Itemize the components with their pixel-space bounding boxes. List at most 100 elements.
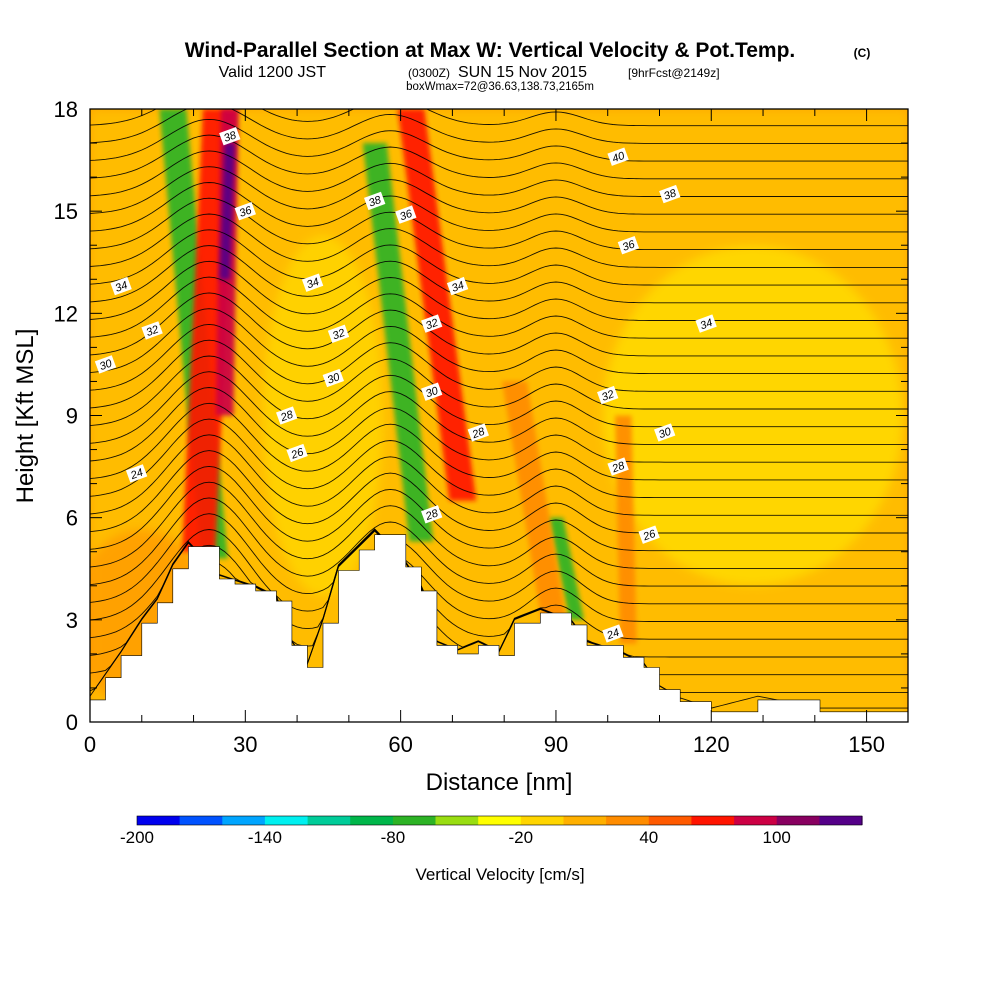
contour-label-bg [421, 382, 443, 401]
contour-label: 28 [421, 505, 443, 524]
theta-isoline [90, 528, 908, 640]
x-axis-title: Distance [nm] [426, 769, 573, 796]
theta-isoline [90, 109, 908, 144]
contour-label: 24 [125, 464, 148, 483]
subtitle-valid: Valid 1200 JST [219, 64, 327, 81]
contour-label: 38 [219, 127, 241, 146]
updraft-band [502, 381, 569, 634]
contour-label-text: 30 [424, 385, 440, 401]
colorbar-swatch [606, 816, 650, 825]
contour-label-text: 32 [145, 324, 161, 339]
contour-label-text: 36 [238, 204, 254, 220]
contour-label-bg [322, 368, 344, 388]
y-tick-label: 12 [54, 301, 78, 326]
theta-isoline [90, 497, 908, 587]
contour-label-text: 38 [222, 129, 238, 145]
contour-label: 36 [395, 205, 417, 224]
y-tick-label: 18 [54, 97, 78, 122]
contour-label-text: 28 [278, 408, 295, 424]
x-tick-label: 120 [693, 732, 730, 757]
contour-label-text: 32 [424, 317, 440, 332]
contour-label-bg [607, 147, 629, 166]
colorbar-swatch [563, 816, 607, 825]
theta-isoline [90, 402, 908, 481]
x-tick-label: 0 [84, 732, 96, 757]
contour-label-bg [125, 464, 148, 483]
contour-label-bg [607, 457, 629, 476]
contour-label-bg [94, 355, 117, 374]
contour-label: 38 [659, 184, 681, 204]
colorbar-swatch [478, 816, 522, 825]
contour-label-text: 30 [657, 425, 673, 441]
contour-label: 32 [597, 385, 619, 405]
subtitle-date: SUN 15 Nov 2015 [458, 64, 587, 81]
theta-isoline [90, 109, 908, 127]
theta-isoline [90, 245, 908, 304]
colorbar-border [136, 815, 863, 826]
contour-label-bg [654, 423, 676, 442]
contour-label-bg [141, 321, 163, 340]
theta-isoline [90, 339, 908, 410]
colorbar-swatch [691, 816, 735, 825]
plot-area [90, 109, 908, 722]
field-shading [262, 235, 383, 596]
x-tick-label: 150 [848, 732, 885, 757]
contour-label: 36 [617, 236, 640, 255]
colorbar-tick-label: -20 [509, 828, 534, 847]
contour-label-bg [234, 202, 256, 221]
contour-label-text: 26 [641, 528, 658, 544]
contour-label-text: 38 [367, 194, 383, 210]
contour-label-bg [110, 276, 132, 296]
theta-isoline [90, 355, 908, 428]
colorbar-swatch [350, 816, 394, 825]
colorbar-swatch [734, 816, 778, 825]
theta-isoline [90, 323, 908, 392]
theta-isoline [90, 182, 908, 233]
colorbar-tick-label: 100 [763, 828, 791, 847]
contour-label-text: 34 [114, 279, 130, 294]
contour-label: 28 [467, 423, 489, 442]
contour-label-bg [276, 406, 298, 425]
contour-label-text: 40 [611, 150, 627, 166]
colorbar-swatch [819, 816, 863, 825]
contour-label-bg [602, 624, 624, 643]
x-tick-label: 90 [544, 732, 568, 757]
theta-isoline [90, 166, 908, 215]
contour-label: 28 [276, 406, 298, 425]
contour-label-bg [327, 324, 350, 343]
y-tick-label: 6 [66, 506, 78, 531]
contour-label: 30 [94, 355, 117, 374]
colorbar-tick-label: -140 [248, 828, 282, 847]
contour-label-text: 38 [662, 187, 678, 203]
colorbar-swatch [648, 816, 692, 825]
contour-label-bg [638, 525, 660, 544]
contour-label: 32 [327, 324, 350, 343]
contour-label: 30 [654, 423, 676, 442]
contour-label-text: 32 [331, 327, 347, 342]
colorbar-swatch [179, 816, 223, 825]
x-tick-label: 30 [233, 732, 257, 757]
contour-label: 26 [286, 443, 308, 463]
contour-label-text: 34 [305, 276, 321, 291]
contour-label: 34 [301, 273, 324, 292]
contour-label-bg [421, 505, 443, 524]
contour-label-bg [597, 385, 619, 405]
subtitle-forecast: [9hrFcst@2149z] [628, 66, 720, 80]
theta-isoline [90, 371, 908, 445]
y-tick-label: 3 [66, 608, 78, 633]
colorbar-tick-label: -200 [120, 828, 154, 847]
colorbar-swatch [776, 816, 820, 825]
contour-label-text: 28 [470, 425, 487, 441]
theta-isoline [90, 118, 908, 162]
colorbar-swatch [520, 816, 564, 825]
y-tick-label: 9 [66, 404, 78, 429]
theta-isoline [90, 465, 908, 552]
colorbar-swatch [392, 816, 437, 825]
colorbar-swatch [435, 816, 479, 825]
subtitle-utc: (0300Z) [408, 66, 450, 80]
contour-label: 32 [421, 314, 443, 333]
contour-label: 32 [141, 321, 163, 340]
theta-isoline [90, 260, 908, 321]
colorbar-swatch [137, 816, 181, 825]
contour-label-text: 28 [610, 460, 627, 476]
